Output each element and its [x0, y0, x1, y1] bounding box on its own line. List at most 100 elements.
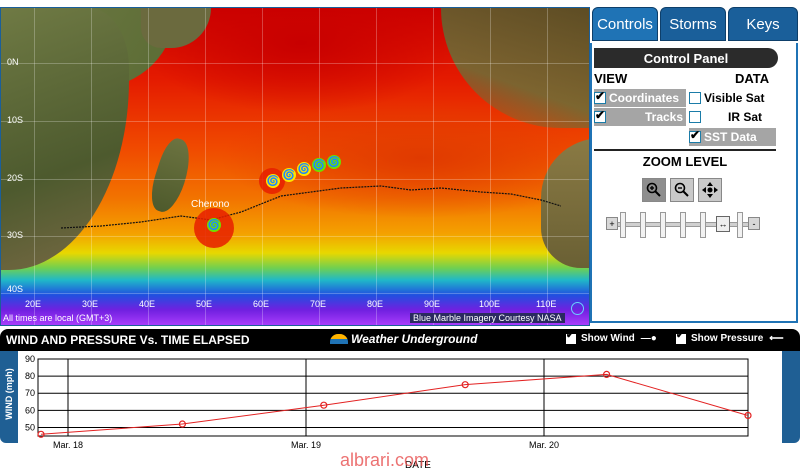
chart-x-ticks: Mar. 18 Mar. 19 Mar. 20	[53, 440, 559, 450]
storm-current-icon[interactable]: 🌀	[207, 218, 221, 232]
zoom-out-button[interactable]	[670, 178, 694, 202]
grid-line	[547, 8, 548, 325]
wind-series-line	[40, 373, 749, 435]
watermark-text: albrari.com	[340, 450, 430, 470]
zoom-out-icon	[674, 182, 689, 197]
grid-line	[1, 121, 589, 122]
sst-data-label: SST Data	[704, 130, 757, 144]
visible-sat-label: Visible Sat	[704, 91, 765, 105]
sea-ice-front-line	[61, 185, 561, 229]
chart-y-ticks: 50 60 70 80 90	[25, 354, 35, 432]
lon-label: 110E	[536, 299, 557, 309]
grid-line	[1, 293, 589, 294]
control-panel-title: Control Panel	[594, 48, 778, 68]
wind-data-point	[602, 370, 611, 378]
storm-track-icon[interactable]: 🌀	[312, 158, 326, 172]
coordinates-label: Coordinates	[609, 91, 680, 105]
chart-title: WIND AND PRESSURE Vs. TIME ELAPSED	[6, 333, 250, 347]
sst-data-option[interactable]: SST Data	[689, 128, 776, 146]
grid-line	[376, 8, 377, 325]
grid-line	[91, 8, 92, 325]
tracks-option[interactable]: Tracks	[594, 108, 686, 126]
view-header: VIEW	[594, 71, 628, 86]
grid-line	[433, 8, 434, 325]
show-wind-checkbox[interactable]	[566, 330, 576, 344]
grid-line	[262, 8, 263, 325]
wu-logo-text: Weather Underground	[351, 332, 478, 346]
tab-keys[interactable]: Keys	[728, 7, 798, 41]
storm-track-icon[interactable]: 🌀	[282, 168, 296, 182]
wind-data-point	[320, 401, 328, 409]
lon-label: 70E	[310, 299, 327, 309]
wind-data-point	[37, 430, 45, 438]
show-pressure-checkbox[interactable]	[676, 330, 686, 344]
pan-arrows-icon	[702, 182, 718, 198]
zoom-slider-tick[interactable]	[700, 212, 706, 238]
tab-storms[interactable]: Storms	[660, 7, 726, 41]
imagery-credit: Blue Marble Imagery Courtesy NASA	[410, 313, 565, 323]
pressure-arrow-icon: ⟵	[769, 333, 784, 344]
show-pressure-toggle[interactable]: Show Pressure ⟵	[676, 330, 784, 344]
zoom-slider-handle[interactable]: ↔	[716, 216, 730, 232]
zoom-in-button[interactable]	[642, 178, 666, 202]
panel-divider	[594, 149, 776, 151]
zoom-slider-tick[interactable]	[660, 212, 666, 238]
tab-controls[interactable]: Controls	[592, 7, 658, 41]
side-tabs: Controls Storms Keys	[590, 7, 800, 43]
zoom-in-icon	[646, 182, 661, 197]
compass-icon	[571, 302, 584, 315]
zoom-slider-tick[interactable]	[737, 212, 743, 238]
plot-frame	[37, 358, 749, 437]
lon-label: 50E	[196, 299, 213, 309]
sst-data-checkbox[interactable]	[689, 128, 701, 143]
x-tick-label: Mar. 18	[53, 440, 83, 450]
wind-chart: 50 60 70 80 90 Mar. 18 Mar. 19 Mar. 20 DATE	[25, 354, 752, 471]
indonesia-land	[441, 8, 589, 128]
lat-label: 10S	[7, 115, 24, 125]
grid-line	[148, 8, 149, 325]
zoom-slider-tick[interactable]	[620, 212, 626, 238]
lon-label: 30E	[82, 299, 99, 309]
lon-label: 100E	[479, 299, 501, 309]
grid-line	[34, 8, 35, 325]
show-wind-toggle[interactable]: Show Wind —●	[566, 330, 657, 344]
storm-track-icon[interactable]: 🌀	[297, 162, 311, 176]
x-tick-label: Mar. 20	[529, 440, 559, 450]
grid-line	[1, 63, 589, 64]
chart-grid	[37, 358, 749, 437]
grid-line	[1, 236, 589, 237]
tracks-label: Tracks	[645, 110, 684, 124]
tracks-checkbox[interactable]	[594, 108, 606, 123]
lat-label: 0N	[7, 57, 19, 67]
coordinates-checkbox[interactable]	[594, 89, 606, 104]
lon-label: 80E	[367, 299, 384, 309]
y-tick-label: 60	[25, 405, 35, 415]
wind-data-point	[178, 420, 186, 428]
coordinates-option[interactable]: Coordinates	[594, 89, 686, 107]
y-tick-label: 70	[25, 388, 35, 398]
ir-sat-checkbox[interactable]	[689, 111, 701, 123]
wind-line-icon: —●	[640, 333, 657, 344]
storm-track-icon[interactable]: 🌀	[327, 155, 341, 169]
show-pressure-label: Show Pressure	[691, 333, 764, 344]
zoom-plus-button[interactable]: +	[606, 217, 618, 230]
chart-right-tab[interactable]	[782, 351, 800, 443]
visible-sat-option[interactable]: Visible Sat	[689, 89, 764, 107]
ir-sat-option[interactable]: IR Sat	[689, 108, 762, 126]
grid-line	[205, 8, 206, 325]
zoom-slider-tick[interactable]	[680, 212, 686, 238]
wu-logo-icon	[330, 334, 348, 344]
y-axis-label: WIND (mph)	[4, 368, 14, 420]
zoom-slider-tick[interactable]	[640, 212, 646, 238]
sst-map[interactable]: 0N 10S 20S 30S 40S 20E 30E 40E 50E 60E 7…	[0, 7, 590, 326]
lon-label: 20E	[25, 299, 42, 309]
pan-button[interactable]	[698, 178, 722, 202]
wind-data-point	[461, 381, 469, 389]
zoom-level-title: ZOOM LEVEL	[642, 154, 728, 169]
ir-sat-label: IR Sat	[728, 110, 763, 124]
zoom-minus-button[interactable]: -	[748, 217, 760, 230]
visible-sat-checkbox[interactable]	[689, 92, 701, 104]
weather-underground-logo: Weather Underground	[330, 332, 477, 346]
storm-track-icon[interactable]: 🌀	[266, 174, 280, 188]
time-zone-note: All times are local (GMT+3)	[3, 313, 113, 323]
